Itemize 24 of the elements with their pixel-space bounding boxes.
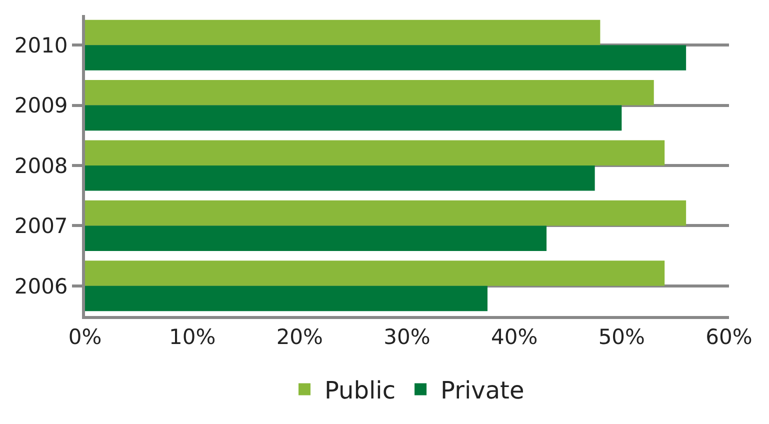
x-tick-label: 60% — [706, 325, 752, 350]
legend-label: Private — [440, 376, 524, 405]
bar — [85, 20, 600, 46]
bar — [85, 166, 595, 191]
x-tick-label: 30% — [384, 325, 430, 350]
bar — [85, 200, 686, 226]
bar — [85, 226, 547, 251]
bar — [85, 286, 488, 312]
x-tick-label: 20% — [276, 325, 324, 350]
y-tick-label: 2006 — [14, 274, 68, 298]
y-tick-label: 2008 — [14, 154, 68, 178]
bar — [85, 105, 622, 131]
y-tick-label: 2009 — [14, 94, 68, 118]
x-tick-label: 0% — [68, 325, 102, 350]
legend-label: Public — [324, 376, 396, 405]
bar — [85, 260, 665, 286]
x-tick-label: 40% — [490, 325, 538, 350]
x-tick-label: 10% — [168, 325, 216, 350]
y-tick-label: 2010 — [14, 33, 68, 58]
bar — [85, 45, 686, 70]
x-tick-label: 50% — [598, 325, 646, 350]
bar — [85, 140, 665, 166]
y-tick-label: 2007 — [14, 214, 68, 238]
bar — [85, 80, 654, 106]
